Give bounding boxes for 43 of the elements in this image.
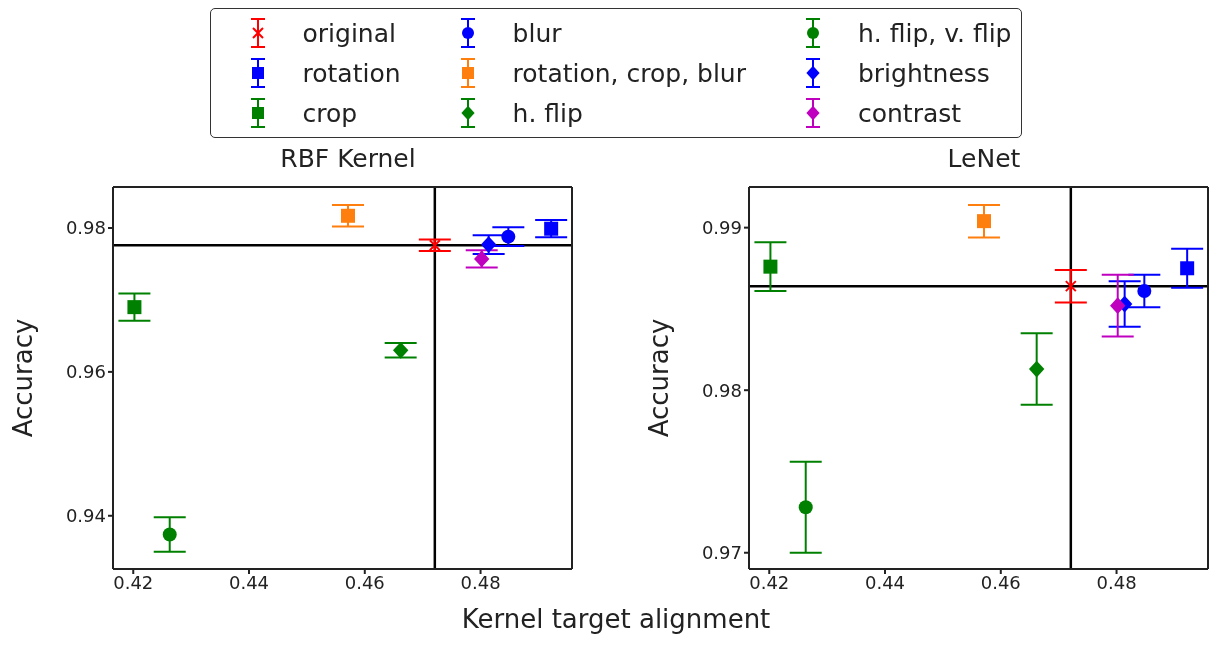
y-tick-label: 0.94: [65, 505, 106, 527]
x-tick-label: 0.46: [980, 571, 1021, 593]
y-tick-label: 0.97: [701, 542, 742, 564]
legend-label: rotation, crop, blur: [512, 58, 746, 88]
legend-label: contrast: [857, 98, 962, 128]
x-axis-title: Kernel target alignment: [460, 604, 772, 634]
legend-label: original: [302, 18, 396, 48]
y-tick-label: 0.96: [65, 361, 106, 383]
point: [1137, 284, 1152, 299]
chart-title: RBF Kernel: [279, 144, 417, 175]
point: [501, 229, 516, 244]
point: [474, 250, 490, 268]
x-tick-label: 0.44: [864, 571, 906, 593]
legend-label: rotation: [302, 58, 401, 88]
y-tick-label: 0.99: [701, 217, 742, 239]
point: [544, 221, 559, 236]
y-axis-title: Accuracy: [644, 318, 675, 438]
point: [763, 259, 778, 274]
point: [341, 208, 355, 223]
legend-label: crop: [302, 98, 358, 128]
point: [1180, 261, 1195, 276]
x-tick-label: 0.42: [749, 571, 790, 593]
point: [480, 236, 497, 253]
legend-label: h. flip, v. flip: [857, 18, 1012, 48]
x-tick-label: 0.42: [113, 571, 154, 593]
legend-label: blur: [512, 18, 562, 48]
y-tick-label: 0.98: [701, 379, 742, 401]
chart-title: LeNet: [946, 144, 1022, 175]
point: [1110, 297, 1126, 315]
y-tick-label: 0.98: [65, 217, 106, 239]
point: [162, 527, 177, 542]
x-tick-label: 0.46: [344, 571, 385, 593]
legend-label: h. flip: [512, 98, 583, 128]
point: [127, 300, 142, 315]
x-tick-label: 0.44: [228, 571, 270, 593]
x-tick-label: 0.48: [460, 571, 501, 593]
point: [977, 214, 991, 229]
legend-label: brightness: [857, 58, 990, 88]
point: [1028, 360, 1045, 378]
x-tick-label: 0.48: [1096, 571, 1137, 593]
point: [798, 500, 813, 515]
y-axis-title: Accuracy: [8, 318, 39, 438]
point: [1064, 280, 1077, 293]
